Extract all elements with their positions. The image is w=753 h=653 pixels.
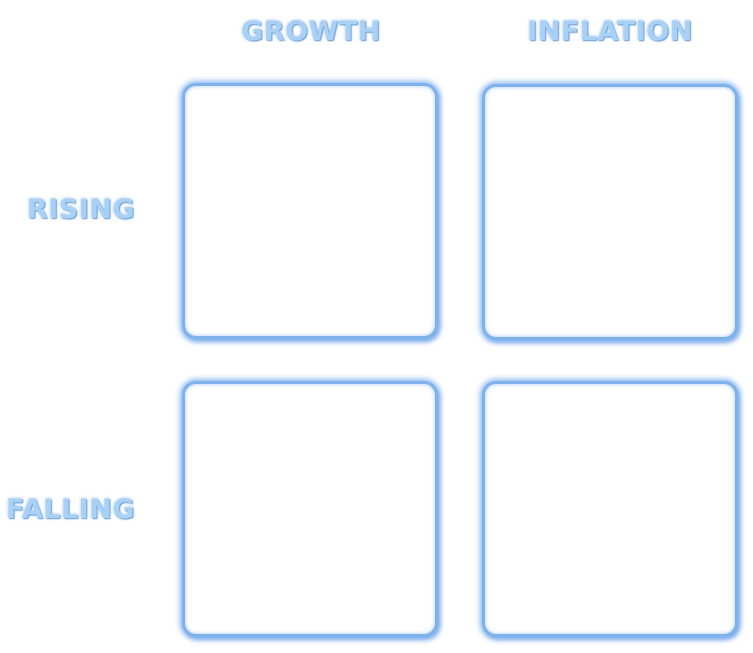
quadrant-box: [482, 381, 738, 637]
quadrant-box: [482, 84, 738, 340]
column-header: GROWTH: [241, 16, 381, 47]
quadrant-box: [182, 381, 438, 637]
column-header: INFLATION: [527, 16, 693, 47]
row-header: RISING: [26, 194, 135, 225]
row-header: FALLING: [6, 494, 135, 525]
quadrant-box: [182, 83, 438, 339]
